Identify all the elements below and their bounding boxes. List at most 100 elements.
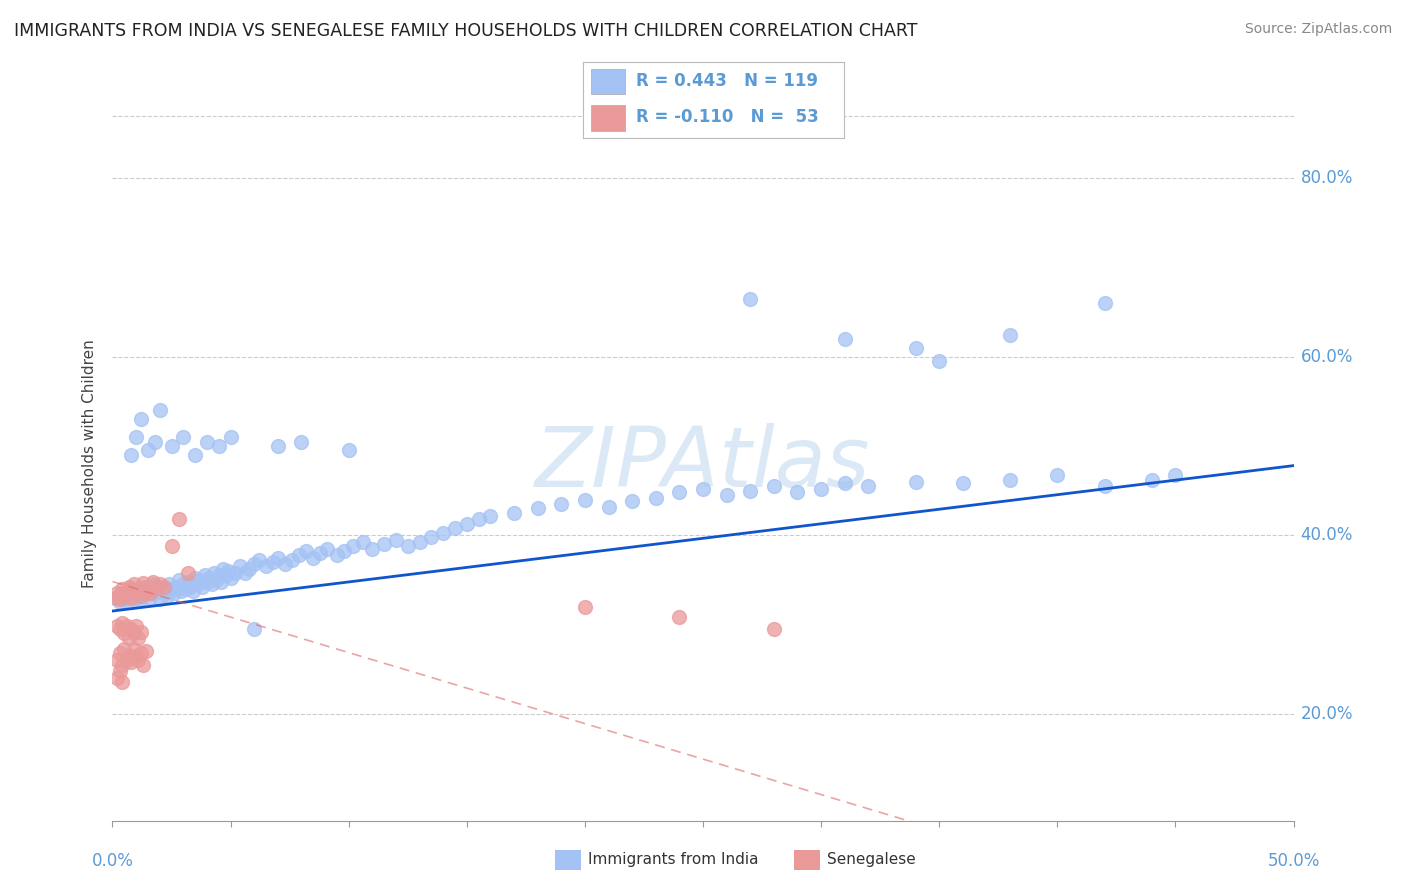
Point — [998, 473, 1021, 487]
Point — [122, 577, 145, 591]
Point — [224, 566, 246, 580]
Point — [202, 566, 225, 580]
Point — [125, 648, 148, 663]
Point — [810, 482, 832, 496]
Point — [127, 631, 149, 645]
Point — [316, 541, 339, 556]
Point — [209, 574, 232, 589]
Point — [290, 434, 312, 449]
Point — [740, 483, 762, 498]
Point — [186, 577, 208, 591]
Point — [129, 412, 152, 426]
Point — [361, 541, 384, 556]
Point — [143, 582, 166, 596]
Point — [146, 582, 169, 596]
Point — [834, 476, 856, 491]
Point — [219, 430, 242, 444]
Point — [115, 653, 138, 667]
Point — [1094, 479, 1116, 493]
Point — [108, 646, 131, 660]
Point — [132, 657, 155, 672]
Point — [267, 550, 290, 565]
Point — [149, 592, 172, 607]
Point — [179, 580, 201, 594]
Point — [274, 557, 297, 571]
Point — [195, 574, 218, 589]
Point — [408, 535, 430, 549]
Point — [105, 671, 128, 685]
Point — [112, 642, 135, 657]
Point — [149, 577, 172, 591]
Point — [142, 574, 165, 589]
Point — [904, 475, 927, 489]
Point — [122, 642, 145, 657]
Point — [129, 646, 152, 660]
Text: 50.0%: 50.0% — [1267, 852, 1320, 870]
Point — [125, 591, 148, 605]
Text: 40.0%: 40.0% — [1301, 526, 1353, 544]
Point — [526, 501, 548, 516]
Point — [108, 664, 131, 678]
Point — [281, 553, 304, 567]
Point — [233, 566, 256, 580]
Point — [136, 443, 159, 458]
Point — [108, 592, 131, 607]
Point — [172, 430, 194, 444]
Point — [105, 591, 128, 605]
Point — [172, 577, 194, 591]
Point — [167, 512, 190, 526]
Point — [396, 539, 419, 553]
Point — [156, 589, 179, 603]
Point — [115, 583, 138, 598]
Point — [136, 583, 159, 598]
Point — [337, 443, 360, 458]
Text: 0.0%: 0.0% — [91, 852, 134, 870]
Point — [198, 571, 221, 585]
Text: Immigrants from India: Immigrants from India — [588, 853, 758, 867]
Point — [120, 595, 142, 609]
Point — [205, 573, 228, 587]
Point — [644, 491, 666, 505]
Point — [302, 550, 325, 565]
Point — [373, 537, 395, 551]
Point — [998, 327, 1021, 342]
Point — [762, 622, 785, 636]
Point — [111, 675, 134, 690]
Point — [342, 539, 364, 553]
Point — [150, 580, 173, 594]
Text: 60.0%: 60.0% — [1301, 348, 1353, 366]
Point — [127, 582, 149, 596]
Point — [118, 648, 141, 663]
Point — [740, 292, 762, 306]
Point — [385, 533, 408, 547]
Point — [716, 488, 738, 502]
Point — [118, 580, 141, 594]
Point — [127, 586, 149, 600]
Point — [139, 591, 162, 605]
Point — [143, 434, 166, 449]
Point — [219, 571, 242, 585]
Text: Source: ZipAtlas.com: Source: ZipAtlas.com — [1244, 22, 1392, 37]
Point — [122, 583, 145, 598]
Point — [105, 586, 128, 600]
Point — [208, 568, 231, 582]
Text: R = -0.110   N =  53: R = -0.110 N = 53 — [636, 108, 818, 126]
Point — [238, 562, 260, 576]
Point — [118, 631, 141, 645]
Point — [904, 341, 927, 355]
Point — [105, 619, 128, 633]
Point — [288, 548, 311, 562]
Point — [157, 577, 180, 591]
Point — [550, 497, 572, 511]
Point — [1094, 296, 1116, 310]
Point — [122, 626, 145, 640]
Point — [191, 580, 214, 594]
Point — [574, 492, 596, 507]
Point — [112, 626, 135, 640]
Point — [326, 548, 349, 562]
Point — [208, 439, 231, 453]
Point — [762, 479, 785, 493]
Point — [120, 622, 142, 636]
Point — [118, 582, 141, 596]
Point — [432, 526, 454, 541]
